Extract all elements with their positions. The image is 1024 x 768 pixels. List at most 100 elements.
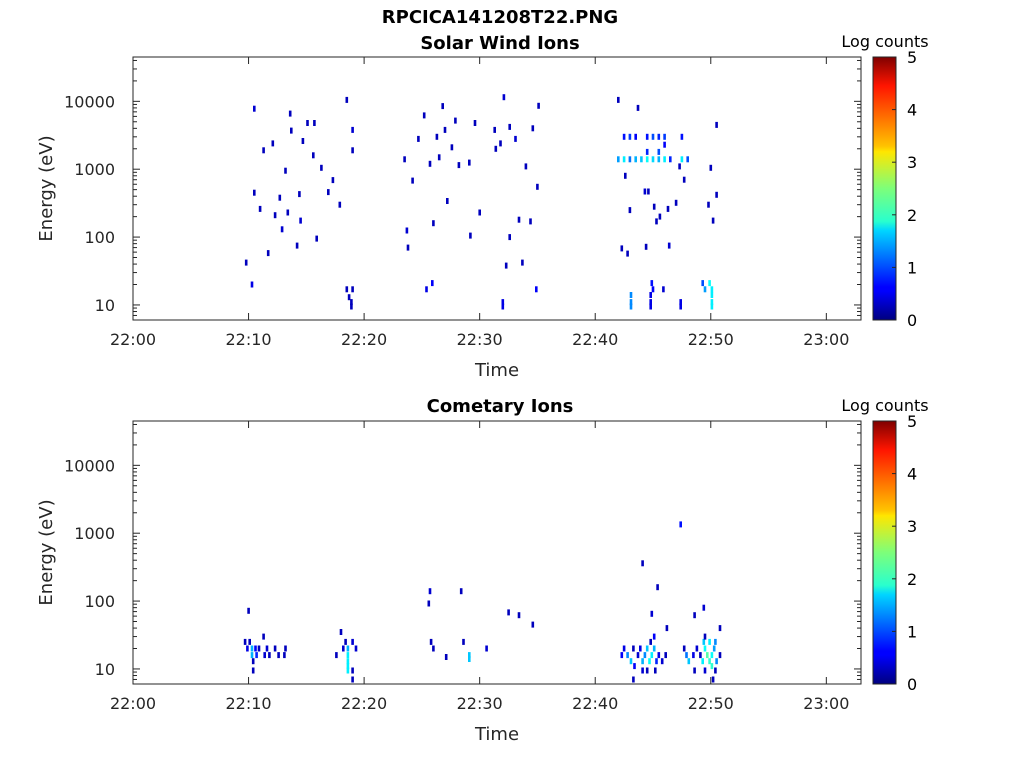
heatmap-cell xyxy=(680,133,684,140)
heatmap-cell xyxy=(711,217,715,224)
heatmap-cell xyxy=(501,299,505,306)
heatmap-cell xyxy=(417,135,420,142)
heatmap-cell xyxy=(354,645,358,652)
heatmap-cell xyxy=(645,133,649,140)
heatmap-cell xyxy=(462,638,465,645)
colorbar xyxy=(872,420,897,685)
colorbar-label: Log counts xyxy=(841,396,928,415)
heatmap-cell xyxy=(710,663,714,670)
x-tick-label: 23:00 xyxy=(803,694,849,713)
heatmap-cell xyxy=(531,125,535,132)
heatmap-cell xyxy=(652,645,656,652)
solar-wind-ions-panel: 22:00 22:10 22:20 22:30 22:40 22:50 23:0010100… xyxy=(36,32,929,381)
heatmap-cell xyxy=(667,242,671,249)
x-tick-label: 22:40 xyxy=(572,330,618,349)
heatmap-cell xyxy=(262,633,265,640)
heatmap-cell xyxy=(459,588,463,595)
panel-title: Cometary Ions xyxy=(427,396,574,417)
heatmap-cell xyxy=(652,203,656,210)
colorbar-tick-label: 5 xyxy=(907,48,917,67)
heatmap-cell xyxy=(649,303,652,310)
heatmap-cell xyxy=(288,110,292,117)
heatmap-cell xyxy=(284,167,287,174)
heatmap-cell xyxy=(650,610,654,617)
heatmap-cell xyxy=(250,281,254,288)
heatmap-cell xyxy=(649,292,652,298)
colorbar-tick-label: 5 xyxy=(907,412,917,431)
heatmap-cell xyxy=(536,183,539,190)
heatmap-cell xyxy=(428,588,432,595)
heatmap-cell xyxy=(644,243,648,250)
heatmap-cell xyxy=(629,299,633,306)
heatmap-cell xyxy=(701,658,704,665)
heatmap-cell xyxy=(351,147,354,154)
heatmap-cell xyxy=(712,645,716,652)
heatmap-cell xyxy=(680,156,684,163)
heatmap-cell xyxy=(639,645,642,652)
heatmap-cell xyxy=(263,652,266,659)
heatmap-cell xyxy=(656,584,659,591)
heatmap-cell xyxy=(473,120,477,126)
x-tick-label: 22:30 xyxy=(457,330,503,349)
heatmap-cell xyxy=(517,216,521,223)
heatmap-cell xyxy=(443,126,447,133)
x-tick-label: 22:20 xyxy=(341,330,387,349)
heatmap-cell xyxy=(629,303,633,310)
heatmap-cell xyxy=(351,126,354,133)
colorbar xyxy=(872,56,897,321)
colorbar-tick-label: 2 xyxy=(907,570,917,589)
heatmap-cell xyxy=(295,242,299,249)
heatmap-cell xyxy=(507,609,510,616)
heatmap-cell xyxy=(320,164,323,171)
heatmap-cell xyxy=(645,156,649,163)
heatmap-cell xyxy=(622,156,626,163)
heatmap-cell xyxy=(508,234,511,241)
heatmap-cell xyxy=(658,213,662,220)
heatmap-cell xyxy=(693,612,696,619)
heatmap-cell xyxy=(346,663,350,670)
y-tick-label: 10 xyxy=(95,296,115,315)
heatmap-cell xyxy=(643,188,647,195)
heatmap-cell xyxy=(703,645,707,652)
heatmap-cell xyxy=(468,159,471,166)
heatmap-cells xyxy=(244,94,718,310)
heatmap-cell xyxy=(331,177,335,184)
heatmap-cell xyxy=(702,604,706,611)
y-axis-label: Energy (eV) xyxy=(36,499,57,605)
heatmap-cell xyxy=(351,638,354,645)
heatmap-cell xyxy=(286,209,290,216)
heatmap-cell xyxy=(669,156,672,163)
heatmap-cell xyxy=(641,658,644,665)
heatmap-cell xyxy=(703,286,707,293)
y-tick-label: 10 xyxy=(95,660,115,679)
heatmap-cell xyxy=(643,652,647,659)
x-tick-label: 22:10 xyxy=(226,330,272,349)
colorbar-tick-label: 0 xyxy=(907,311,917,330)
heatmap-cell xyxy=(706,652,709,659)
y-tick-label: 1000 xyxy=(74,524,115,543)
heatmap-cell xyxy=(444,654,448,660)
heatmap-cell xyxy=(254,645,257,652)
heatmap-cell xyxy=(678,163,681,170)
heatmap-cell xyxy=(346,645,350,652)
heatmap-cell xyxy=(649,638,652,645)
heatmap-cell xyxy=(622,645,626,652)
heatmap-cell xyxy=(411,177,414,184)
heatmap-cell xyxy=(674,199,678,206)
heatmap-cell xyxy=(248,638,251,645)
heatmap-cell xyxy=(660,658,664,665)
heatmap-cell xyxy=(531,621,535,628)
colorbar-tick-label: 1 xyxy=(907,622,917,641)
heatmap-cell xyxy=(339,629,343,635)
x-tick-label: 23:00 xyxy=(803,330,849,349)
heatmap-cell xyxy=(278,194,282,201)
heatmap-cell xyxy=(715,658,718,665)
cometary-ions-panel: 22:00 22:10 22:20 22:30 22:40 22:50 23:0010100… xyxy=(36,396,929,745)
heatmap-cell xyxy=(663,141,666,148)
x-tick-label: 22:00 xyxy=(110,330,156,349)
heatmap-cell xyxy=(284,645,287,652)
plot-area xyxy=(132,56,862,321)
heatmap-cell xyxy=(517,612,521,619)
heatmap-cell xyxy=(345,286,349,293)
